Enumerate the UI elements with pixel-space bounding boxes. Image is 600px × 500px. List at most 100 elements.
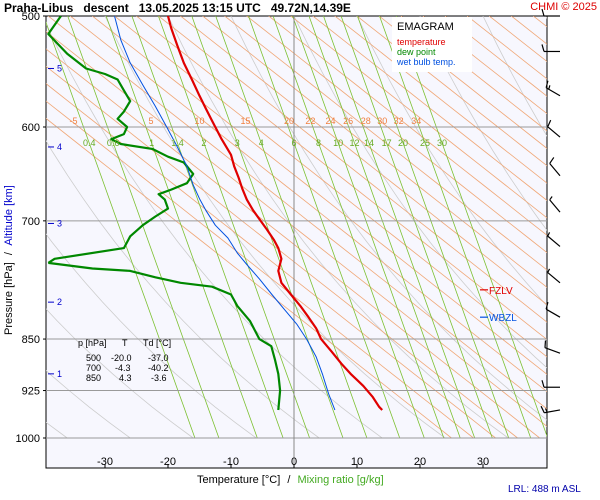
mixing-ratio-label: 1 bbox=[149, 138, 154, 148]
temperature-tick-label: 20 bbox=[414, 456, 426, 468]
moist-adiabat bbox=[545, 16, 547, 19]
wind-barb-half-feather bbox=[544, 408, 548, 413]
fzlv-label: FZLV bbox=[489, 286, 513, 297]
dry-adiabat bbox=[422, 16, 547, 115]
mixing-ratio-line bbox=[215, 16, 368, 439]
wind-barb-half-feather bbox=[549, 196, 553, 201]
wind-barb bbox=[541, 8, 560, 17]
x-axis-temp-label: Temperature [°C] bbox=[197, 474, 280, 486]
table-cell: -20.0 bbox=[111, 353, 132, 363]
sounding-mode: descent bbox=[83, 1, 129, 15]
wbzl-marker: WBZL bbox=[480, 313, 517, 324]
mixing-ratio-label: 20 bbox=[398, 138, 408, 148]
table-cell: 4.3 bbox=[119, 373, 132, 383]
dry-adiabat-label: 26 bbox=[343, 116, 353, 126]
y-axis-title: Pressure [hPa] / Altitude [km] bbox=[3, 185, 15, 335]
dry-adiabat-label: 34 bbox=[411, 116, 421, 126]
dry-adiabat-label: -5 bbox=[69, 116, 77, 126]
mixing-ratio-label: 3 bbox=[235, 138, 240, 148]
wind-barb-feather bbox=[547, 119, 552, 128]
wind-barb-half-feather bbox=[547, 268, 551, 273]
temperature-tick-label: 10 bbox=[351, 456, 363, 468]
moist-adiabat bbox=[46, 370, 131, 439]
dry-adiabat bbox=[92, 16, 547, 375]
dry-adiabat bbox=[246, 16, 547, 254]
dry-adiabat bbox=[312, 16, 547, 201]
dry-adiabat bbox=[224, 16, 547, 271]
mixing-ratio-line bbox=[46, 21, 196, 439]
mixing-ratio-label: 17 bbox=[382, 138, 392, 148]
wind-barb-feather bbox=[541, 44, 545, 52]
moist-adiabat bbox=[356, 16, 547, 307]
moist-adiabat bbox=[46, 233, 257, 439]
y-axis-pressure-label: Pressure [hPa] bbox=[3, 262, 15, 335]
wind-barb bbox=[547, 232, 561, 247]
altitude-tick-label: 5 bbox=[57, 63, 62, 73]
dry-adiabat bbox=[268, 16, 547, 236]
wind-barb bbox=[545, 301, 561, 318]
dry-adiabat bbox=[158, 16, 547, 323]
mixing-ratio-line bbox=[357, 16, 510, 439]
dry-adiabat-label: 15 bbox=[240, 116, 250, 126]
wind-barb bbox=[547, 268, 561, 284]
wind-barb-shaft bbox=[547, 235, 561, 247]
mixing-ratio-line bbox=[158, 16, 310, 439]
mixing-ratio-label: 1.4 bbox=[171, 138, 184, 148]
wind-barb bbox=[549, 196, 561, 213]
pressure-tick-label: 850 bbox=[22, 334, 40, 346]
legend-temperature: temperature bbox=[397, 37, 446, 47]
moist-adiabat bbox=[167, 16, 509, 439]
wind-barb-shaft bbox=[549, 199, 561, 213]
dry-adiabat-label: 20 bbox=[284, 116, 294, 126]
moist-adiabat bbox=[419, 16, 547, 231]
wind-barb-feather bbox=[541, 380, 545, 388]
dry-adiabat bbox=[290, 16, 547, 219]
wind-barb-feather bbox=[545, 80, 549, 88]
wind-barb-shaft bbox=[547, 272, 561, 284]
pressure-tick-label: 600 bbox=[22, 122, 40, 134]
dew-point-line bbox=[48, 261, 282, 411]
wind-barb bbox=[544, 340, 561, 354]
temperature-tick-label: 30 bbox=[477, 456, 489, 468]
mixing-ratio-label: 8 bbox=[316, 138, 321, 148]
dry-adiabat-label: 24 bbox=[326, 116, 336, 126]
legend-wet-bulb: wet bulb temp. bbox=[396, 57, 456, 67]
pressure-tick-label: 700 bbox=[22, 216, 40, 228]
x-axis-sep: / bbox=[287, 474, 291, 486]
wind-barb-feather bbox=[544, 340, 547, 348]
wind-barb bbox=[549, 157, 561, 177]
temperature-tick-label: -10 bbox=[223, 456, 239, 468]
mixing-ratio-label: 10 bbox=[333, 138, 343, 148]
x-axis-mixing-label: Mixing ratio [g/kg] bbox=[297, 474, 383, 486]
table-header-td: Td [°C] bbox=[143, 338, 171, 348]
mixing-ratio-label: 4 bbox=[259, 138, 264, 148]
level-table: p [hPa] T Td [°C] 500 -20.0 -37.0 700 -4… bbox=[78, 338, 171, 383]
dry-adiabat bbox=[202, 16, 547, 288]
legend-title: EMAGRAM bbox=[397, 21, 454, 33]
altitude-tick-label: 2 bbox=[57, 297, 62, 307]
fzlv-marker: FZLV bbox=[480, 286, 513, 297]
moist-adiabat bbox=[46, 308, 194, 439]
x-axis-title: Temperature [°C] / Mixing ratio [g/kg] bbox=[197, 474, 384, 486]
wet-bulb-line bbox=[114, 16, 336, 411]
dry-adiabat-label: 5 bbox=[148, 116, 153, 126]
station-name: Praha-Libus bbox=[4, 1, 74, 15]
wind-barb bbox=[541, 44, 560, 53]
dry-adiabat-label: 32 bbox=[394, 116, 404, 126]
wind-barb-feather bbox=[540, 405, 545, 414]
wbzl-label: WBZL bbox=[489, 313, 517, 324]
dry-adiabat-label: 10 bbox=[194, 116, 204, 126]
dry-adiabat bbox=[334, 16, 547, 184]
mixing-ratio-label: 12 bbox=[349, 138, 359, 148]
table-header-p: p [hPa] bbox=[78, 338, 107, 348]
mixing-ratio-line bbox=[308, 16, 461, 439]
mixing-ratio-label: 2 bbox=[201, 138, 206, 148]
mixing-ratio-line bbox=[340, 16, 493, 439]
mixing-ratio-line bbox=[105, 16, 258, 439]
table-cell: 850 bbox=[86, 373, 101, 383]
y-axis-sep: / bbox=[3, 251, 15, 255]
dry-adiabat-label: 22 bbox=[305, 116, 315, 126]
profile-curves bbox=[47, 16, 383, 411]
